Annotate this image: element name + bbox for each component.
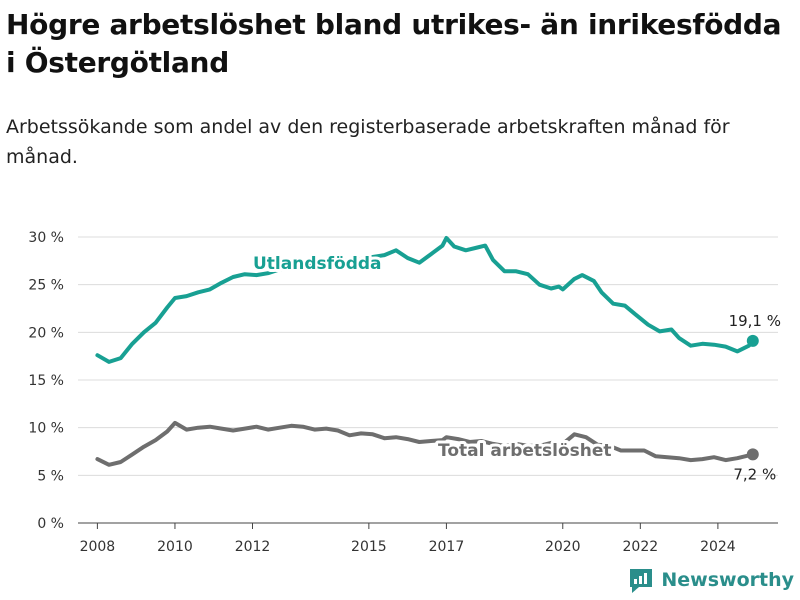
x-tick-label: 2024 <box>700 539 736 555</box>
x-tick-label: 2008 <box>80 539 116 555</box>
newsworthy-brand: Newsworthy <box>627 566 794 594</box>
series-line-total <box>95 420 755 467</box>
grid-lines <box>78 236 778 524</box>
y-tick-label: 20 % <box>28 325 64 341</box>
y-tick-label: 30 % <box>28 230 64 246</box>
chart-subtitle: Arbetssökande som andel av den registerb… <box>6 116 730 168</box>
y-tick-label: 10 % <box>28 421 64 437</box>
brand-name: Newsworthy <box>661 569 794 591</box>
y-axis-tick-labels: 0 % 5 % 10 % 15 % 20 % 25 % 30 % <box>28 230 64 532</box>
series-end-value-label: 7,2 % <box>733 465 776 483</box>
series-end-value-label: 19,1 % <box>729 312 781 330</box>
x-tick-label: 2017 <box>429 539 465 555</box>
y-tick-label: 25 % <box>28 278 64 294</box>
series-end-point <box>746 448 759 461</box>
series-line-utlandsfodda <box>95 236 755 364</box>
series-name-label: Total arbetslöshet <box>438 441 612 461</box>
y-tick-label: 15 % <box>28 373 64 389</box>
x-tick-label: 2020 <box>545 539 581 555</box>
x-axis: 2008 2010 2012 2015 2017 2020 2022 2024 <box>80 523 736 555</box>
y-tick-label: 5 % <box>37 468 64 484</box>
x-tick-label: 2015 <box>351 539 387 555</box>
series-end-point <box>746 334 759 347</box>
series-name-label: Utlandsfödda <box>253 254 382 274</box>
series-name-halo: Total arbetslöshet <box>438 441 612 461</box>
series-name-halo: Utlandsfödda <box>253 254 382 274</box>
x-tick-label: 2022 <box>623 539 659 555</box>
series-lines <box>95 236 759 467</box>
chart-title: Högre arbetslöshet bland utrikes- än inr… <box>6 8 782 79</box>
x-tick-label: 2010 <box>157 539 193 555</box>
newsworthy-logo-icon <box>630 569 653 593</box>
y-tick-label: 0 % <box>37 516 64 532</box>
x-tick-label: 2012 <box>235 539 271 555</box>
